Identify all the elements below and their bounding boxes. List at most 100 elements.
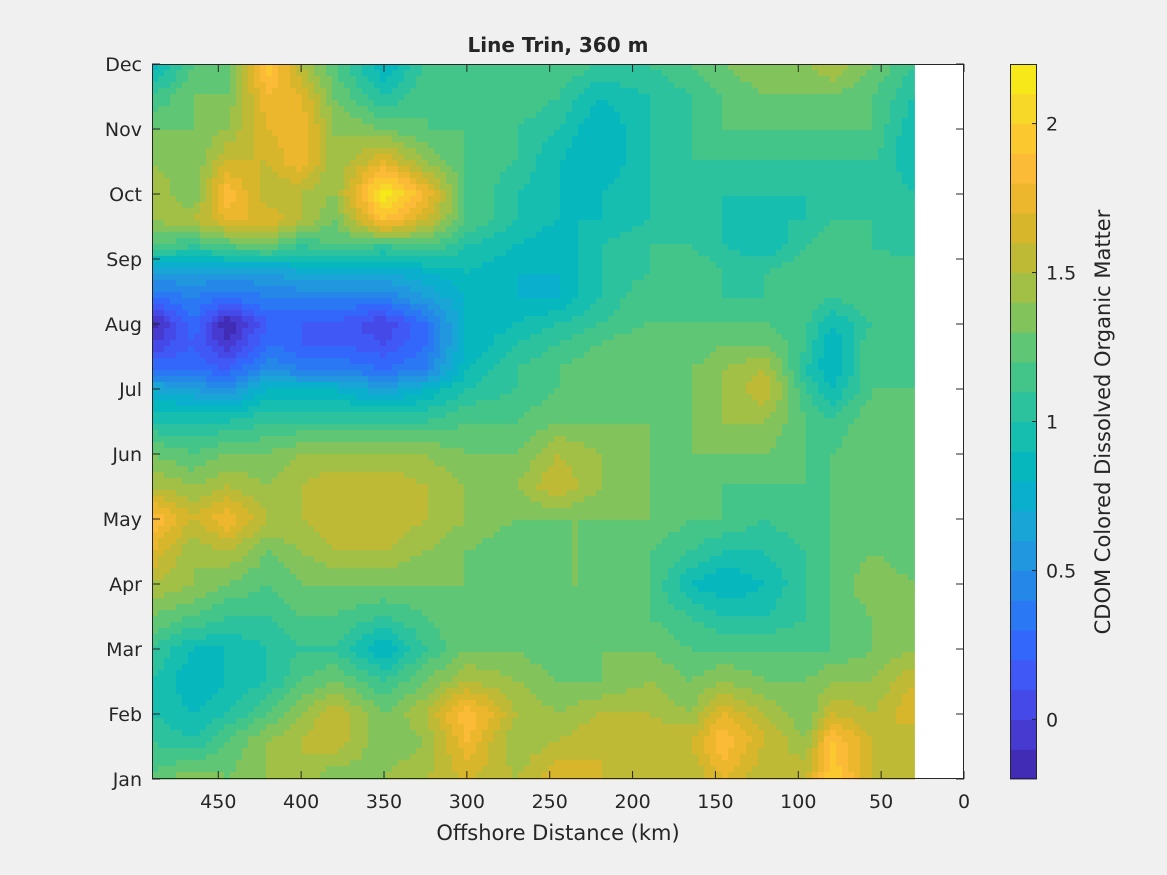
heatmap-cell	[776, 112, 783, 119]
heatmap-cell	[590, 124, 597, 131]
heatmap-cell	[794, 88, 801, 95]
heatmap-cell	[308, 178, 315, 185]
heatmap-cell	[380, 70, 387, 77]
heatmap-cell	[782, 292, 789, 299]
heatmap-cell	[722, 250, 729, 257]
heatmap-cell	[824, 178, 831, 185]
heatmap-cell	[518, 214, 525, 221]
heatmap-cell	[530, 190, 537, 197]
heatmap-cell	[776, 208, 783, 215]
heatmap-cell	[158, 226, 165, 233]
heatmap-cell	[836, 70, 843, 77]
heatmap-cell	[578, 286, 585, 293]
heatmap-cell	[338, 178, 345, 185]
heatmap-cell	[404, 94, 411, 101]
heatmap-cell	[866, 208, 873, 215]
heatmap-cell	[518, 82, 525, 89]
heatmap-cell	[620, 232, 627, 239]
heatmap-cell	[578, 112, 585, 119]
heatmap-cell	[200, 220, 207, 227]
heatmap-cell	[674, 226, 681, 233]
heatmap-cell	[896, 100, 903, 107]
heatmap-cell	[776, 256, 783, 263]
heatmap-cell	[746, 118, 753, 125]
heatmap-cell	[638, 244, 645, 251]
heatmap-cell	[818, 136, 825, 143]
heatmap-cell	[710, 286, 717, 293]
heatmap-cell	[566, 280, 573, 287]
heatmap-cell	[854, 220, 861, 227]
heatmap-cell	[902, 238, 909, 245]
heatmap-cell	[776, 130, 783, 137]
heatmap-cell	[698, 232, 705, 239]
heatmap-cell	[386, 88, 393, 95]
heatmap-cell	[308, 226, 315, 233]
heatmap-cell	[440, 226, 447, 233]
heatmap-cell	[896, 232, 903, 239]
heatmap-cell	[674, 190, 681, 197]
heatmap-cell	[722, 202, 729, 209]
heatmap-cell	[740, 292, 747, 299]
heatmap-cell	[518, 196, 525, 203]
heatmap-cell	[746, 112, 753, 119]
heatmap-cell	[164, 208, 171, 215]
heatmap-cell	[728, 202, 735, 209]
heatmap-cell	[572, 202, 579, 209]
heatmap-cell	[698, 274, 705, 281]
heatmap-cell	[182, 226, 189, 233]
heatmap-cell	[602, 190, 609, 197]
heatmap-cell	[668, 256, 675, 263]
heatmap-cell	[584, 100, 591, 107]
heatmap-cell	[692, 220, 699, 227]
heatmap-cell	[626, 196, 633, 203]
heatmap-cell	[296, 196, 303, 203]
heatmap-cell	[578, 130, 585, 137]
heatmap-cell	[344, 280, 351, 287]
heatmap-cell	[770, 232, 777, 239]
heatmap-cell	[356, 100, 363, 107]
heatmap-cell	[308, 214, 315, 221]
heatmap-cell	[860, 100, 867, 107]
heatmap-cell	[596, 268, 603, 275]
heatmap-cell	[440, 256, 447, 263]
heatmap-cell	[566, 274, 573, 281]
heatmap-cell	[656, 76, 663, 83]
heatmap-cell	[422, 244, 429, 251]
heatmap-cell	[242, 166, 249, 173]
heatmap-cell	[272, 190, 279, 197]
heatmap-cell	[272, 220, 279, 227]
heatmap-cell	[194, 130, 201, 137]
heatmap-cell	[284, 190, 291, 197]
heatmap-cell	[278, 208, 285, 215]
heatmap-cell	[854, 268, 861, 275]
heatmap-cell	[602, 118, 609, 125]
heatmap-cell	[554, 292, 561, 299]
heatmap-cell	[728, 196, 735, 203]
heatmap-cell	[866, 268, 873, 275]
heatmap-cell	[842, 202, 849, 209]
heatmap-cell	[488, 76, 495, 83]
heatmap-cell	[836, 106, 843, 113]
heatmap-cell	[524, 190, 531, 197]
heatmap-cell	[500, 154, 507, 161]
heatmap-cell	[362, 82, 369, 89]
heatmap-cell	[530, 268, 537, 275]
heatmap-cell	[632, 88, 639, 95]
heatmap-cell	[452, 256, 459, 263]
heatmap-cell	[788, 280, 795, 287]
heatmap-cell	[218, 118, 225, 125]
heatmap-cell	[320, 142, 327, 149]
heatmap-cell	[590, 82, 597, 89]
heatmap-cell	[350, 292, 357, 299]
heatmap-cell	[914, 196, 915, 203]
heatmap-cell	[548, 166, 555, 173]
heatmap-cell	[662, 142, 669, 149]
heatmap-cell	[494, 220, 501, 227]
heatmap-cell	[764, 292, 771, 299]
heatmap-cell	[182, 238, 189, 245]
heatmap-cell	[506, 130, 513, 137]
heatmap-cell	[908, 196, 915, 203]
heatmap-cell	[320, 82, 327, 89]
heatmap-cell	[320, 160, 327, 167]
heatmap-cell	[818, 274, 825, 281]
